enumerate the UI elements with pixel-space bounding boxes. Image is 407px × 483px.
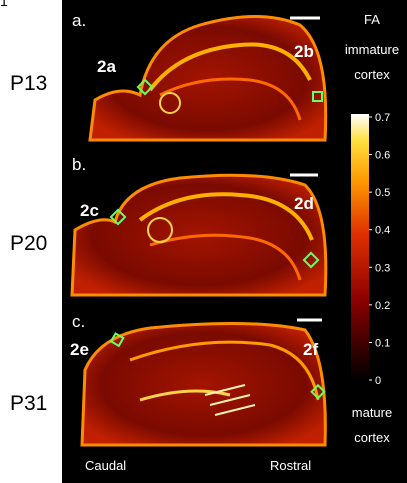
colorbar-tick-label: 0 <box>375 375 381 387</box>
colorbar-tick-label: 0.6 <box>375 150 390 162</box>
colorbar-label: cortex <box>354 430 390 445</box>
colorbar-label: immature <box>345 42 399 57</box>
colorbar-title: FA <box>364 12 380 27</box>
colorbar-tick-label: 0.1 <box>375 337 390 349</box>
direction-label: Rostral <box>270 458 311 473</box>
region-label: 2c <box>80 201 99 220</box>
region-label: 2e <box>70 340 89 359</box>
panel-label: c. <box>72 312 85 331</box>
figure-number: 1 <box>0 0 8 9</box>
colorbar-tick-label: 0.4 <box>375 225 390 237</box>
colorbar-label: mature <box>352 405 392 420</box>
age-label: P20 <box>10 232 47 255</box>
region-label: 2f <box>303 340 318 359</box>
region-label: 2a <box>97 57 116 76</box>
brain-image <box>88 15 328 142</box>
brain-image <box>80 321 327 447</box>
age-label: P13 <box>10 72 47 95</box>
colorbar-ticks: 0 0.1 0.2 0.3 0.4 0.5 0.6 0.7 <box>369 112 390 387</box>
colorbar-tick-label: 0.2 <box>375 300 390 312</box>
panel-label: a. <box>72 11 86 30</box>
colorbar-tick-label: 0.7 <box>375 112 390 124</box>
colorbar <box>351 114 369 380</box>
age-label: P31 <box>10 392 47 415</box>
region-label: 2b <box>294 42 314 61</box>
brain-image <box>70 173 328 297</box>
direction-label: Caudal <box>85 458 126 473</box>
region-label: 2d <box>294 194 314 213</box>
panel-label: b. <box>72 155 86 174</box>
colorbar-label: cortex <box>354 67 390 82</box>
colorbar-tick-label: 0.5 <box>375 187 390 199</box>
colorbar-tick-label: 0.3 <box>375 262 390 274</box>
